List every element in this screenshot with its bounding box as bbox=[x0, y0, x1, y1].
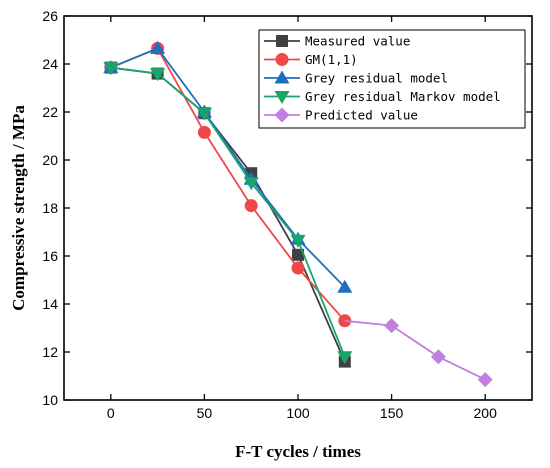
y-tick-label: 16 bbox=[42, 248, 58, 264]
legend-label: Grey residual model bbox=[305, 71, 448, 86]
y-axis-title: Compressive strength / MPa bbox=[9, 105, 28, 311]
data-point bbox=[292, 248, 304, 261]
y-tick-label: 26 bbox=[42, 8, 58, 24]
legend-marker bbox=[274, 91, 290, 104]
y-tick-label: 18 bbox=[42, 200, 58, 216]
legend-marker bbox=[275, 53, 289, 66]
x-tick-label: 150 bbox=[380, 405, 404, 421]
y-tick-label: 22 bbox=[42, 104, 58, 120]
data-point bbox=[197, 125, 211, 139]
data-point bbox=[291, 261, 305, 275]
y-tick-label: 10 bbox=[42, 392, 58, 408]
legend-label: GM(1,1) bbox=[305, 52, 358, 67]
legend-item: Predicted value bbox=[264, 107, 418, 123]
legend-marker bbox=[276, 35, 288, 47]
legend-item: GM(1,1) bbox=[264, 52, 358, 67]
legend-box bbox=[258, 29, 526, 129]
series-group bbox=[103, 40, 493, 388]
y-tick-label: 12 bbox=[42, 344, 58, 360]
legend-item: Grey residual model bbox=[264, 70, 448, 86]
data-point bbox=[150, 40, 166, 54]
data-point bbox=[337, 351, 353, 365]
x-tick-label: 50 bbox=[197, 405, 213, 421]
legend-label: Measured value bbox=[305, 34, 410, 49]
legend-marker bbox=[274, 70, 290, 84]
x-tick-label: 200 bbox=[474, 405, 498, 421]
y-tick-label: 20 bbox=[42, 152, 58, 168]
legend-item: Measured value bbox=[264, 34, 410, 49]
x-axis-title: F-T cycles / times bbox=[235, 442, 361, 461]
series-4 bbox=[344, 318, 493, 388]
series-3 bbox=[103, 62, 353, 365]
data-point bbox=[103, 62, 119, 76]
data-point bbox=[290, 234, 306, 248]
axis-ticks: 0 50 100 150 200 10 12 14 16 18 20 22 24 26 bbox=[42, 8, 532, 421]
data-point bbox=[243, 177, 259, 191]
data-point bbox=[430, 349, 446, 365]
y-tick-label: 14 bbox=[42, 296, 58, 312]
data-point bbox=[477, 372, 493, 388]
series-line bbox=[110, 47, 346, 288]
legend-label: Grey residual Markov model bbox=[305, 89, 501, 104]
x-tick-label: 100 bbox=[286, 405, 310, 421]
y-tick-label: 24 bbox=[42, 56, 58, 72]
data-point bbox=[384, 318, 400, 334]
legend-label: Predicted value bbox=[305, 108, 418, 123]
data-point bbox=[244, 199, 258, 213]
series-line bbox=[344, 319, 486, 381]
legend: Measured value GM(1,1) Grey residual model… bbox=[258, 29, 526, 129]
data-point bbox=[150, 68, 166, 82]
series-line bbox=[110, 66, 346, 358]
data-point bbox=[337, 279, 353, 293]
data-point bbox=[196, 107, 212, 121]
legend-marker bbox=[274, 107, 290, 123]
x-tick-label: 0 bbox=[107, 405, 115, 421]
legend-item: Grey residual Markov model bbox=[264, 89, 501, 104]
